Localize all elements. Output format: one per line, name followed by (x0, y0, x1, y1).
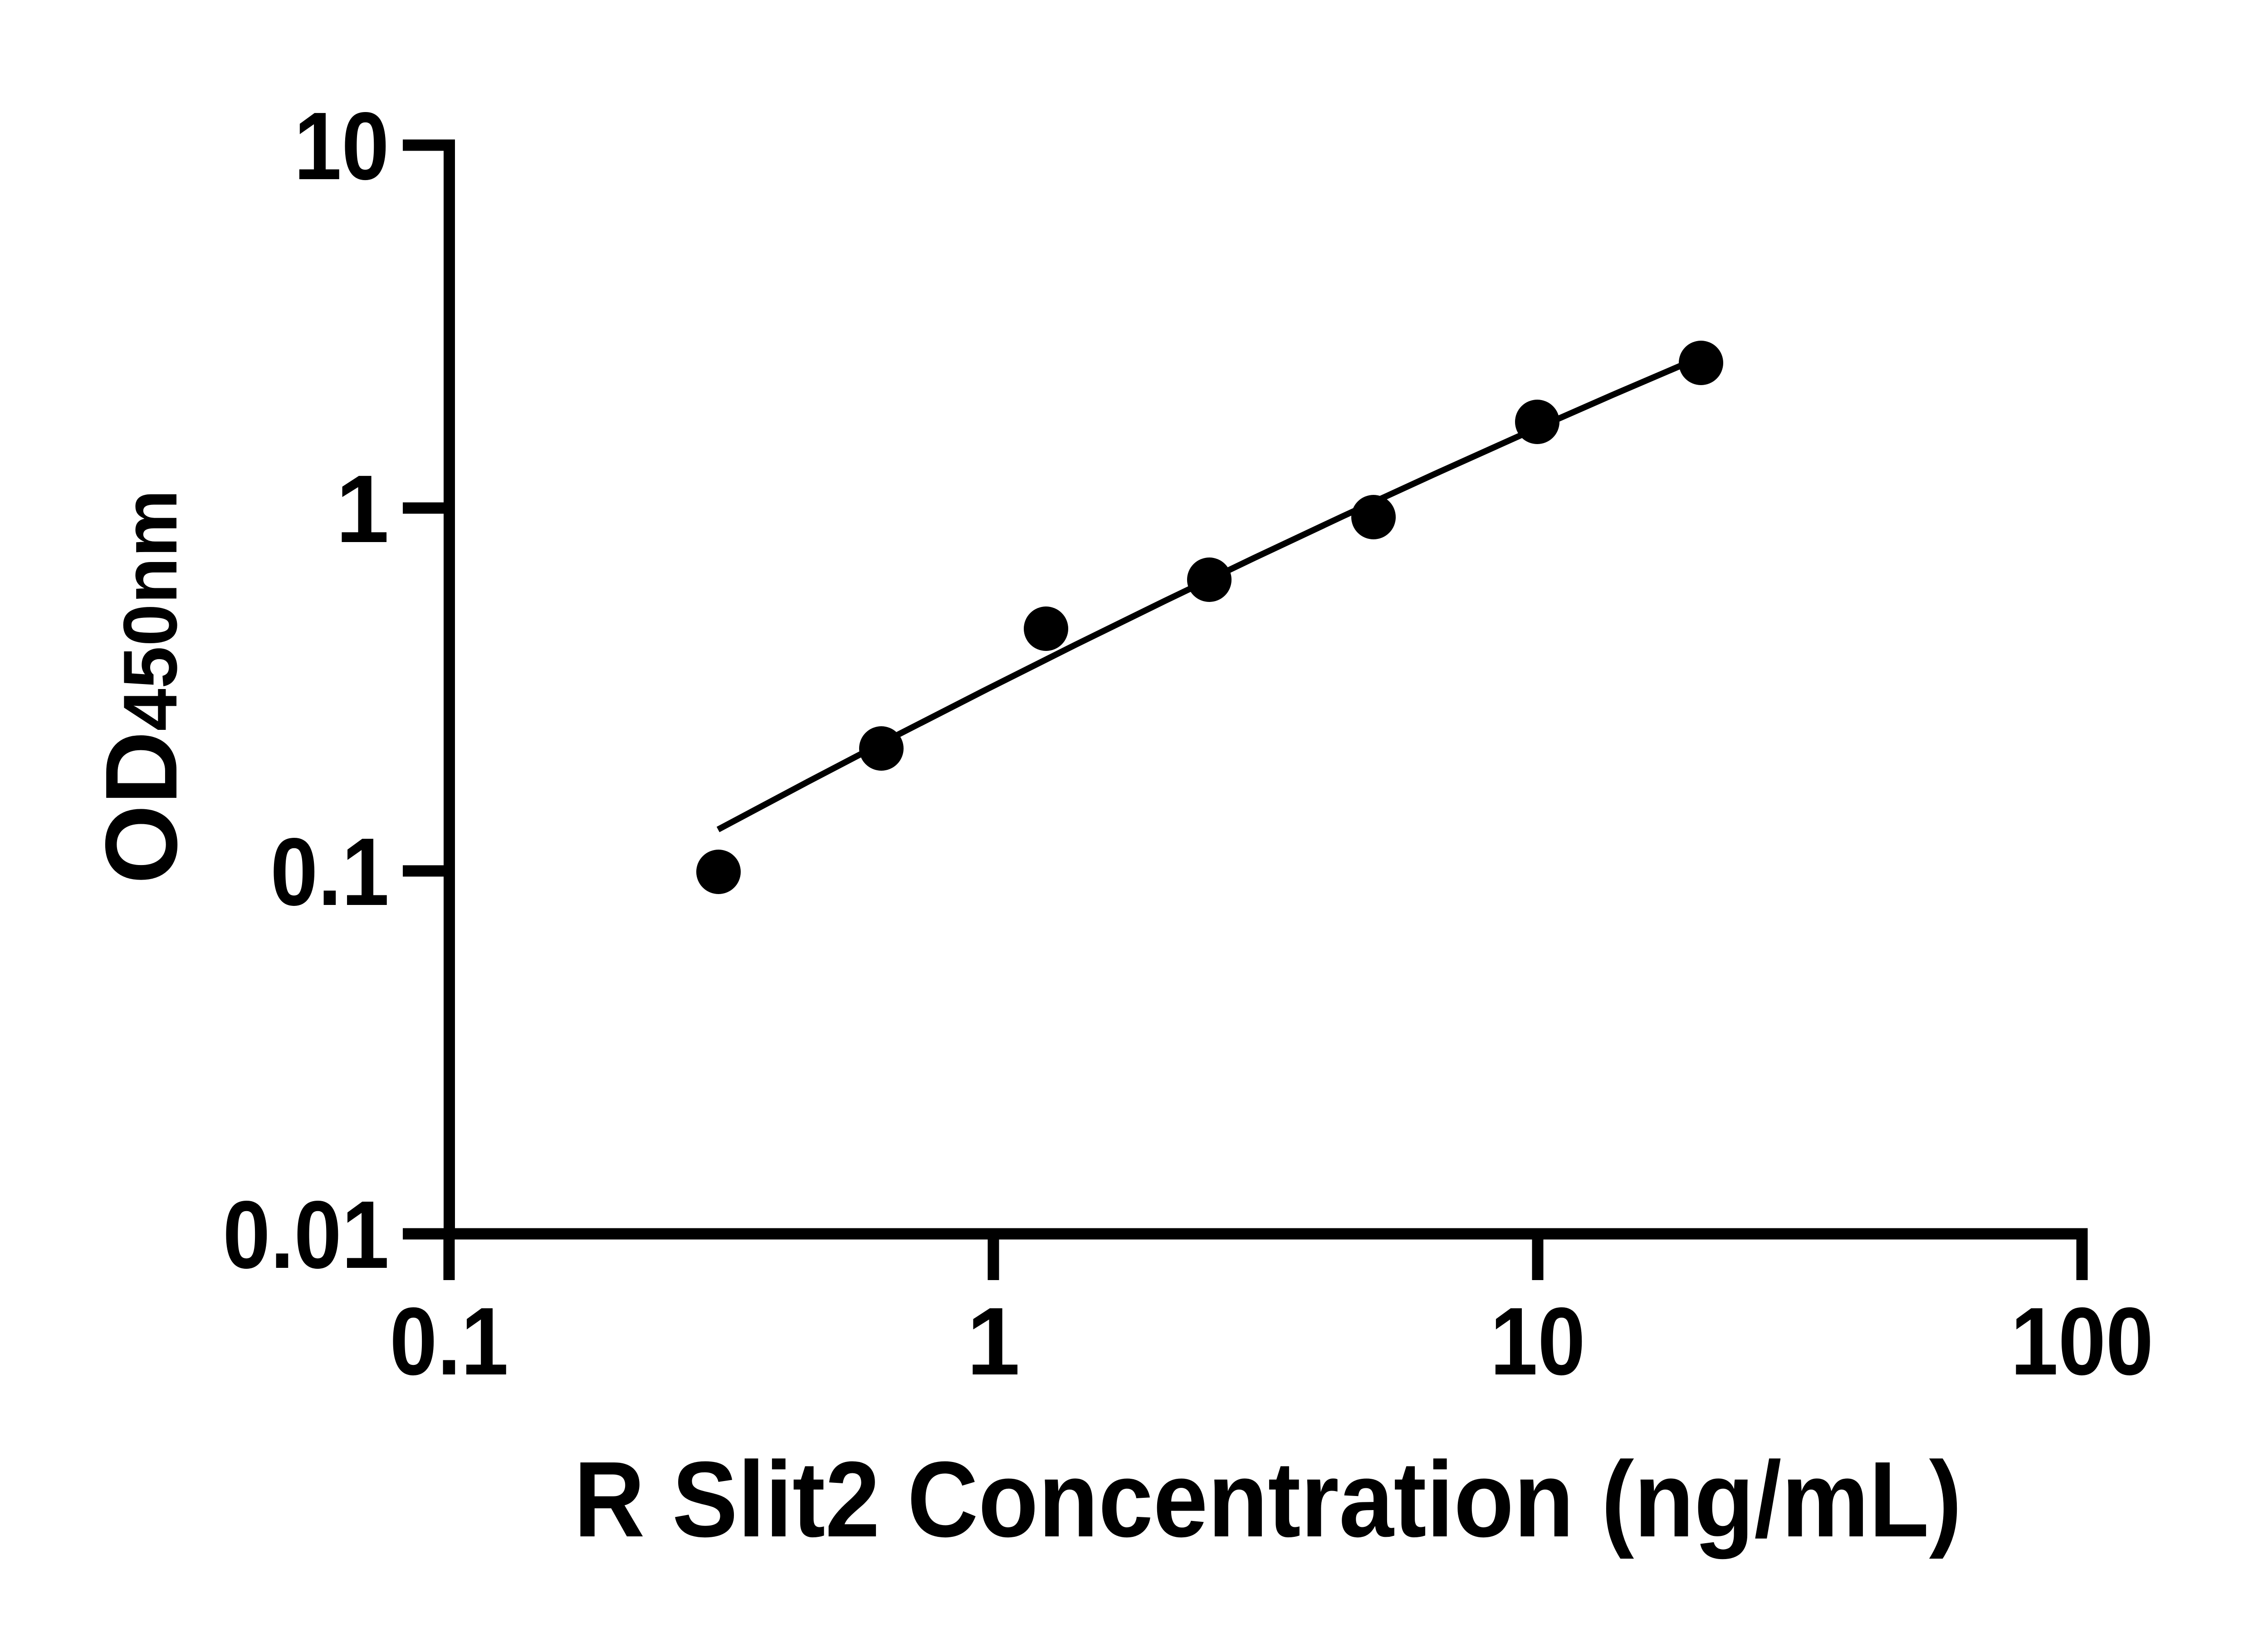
svg-text:0.1: 0.1 (270, 818, 389, 925)
svg-text:0.01: 0.01 (223, 1181, 389, 1288)
svg-text:OD450nm: OD450nm (84, 489, 198, 884)
svg-text:0.1: 0.1 (390, 1287, 508, 1395)
svg-text:R Slit2 Concentration (ng/mL): R Slit2 Concentration (ng/mL) (574, 1439, 1962, 1560)
svg-text:10: 10 (294, 92, 389, 200)
svg-text:1: 1 (336, 455, 389, 562)
svg-text:10: 10 (1490, 1287, 1585, 1395)
svg-text:1: 1 (967, 1287, 1020, 1395)
svg-text:100: 100 (2011, 1287, 2154, 1395)
